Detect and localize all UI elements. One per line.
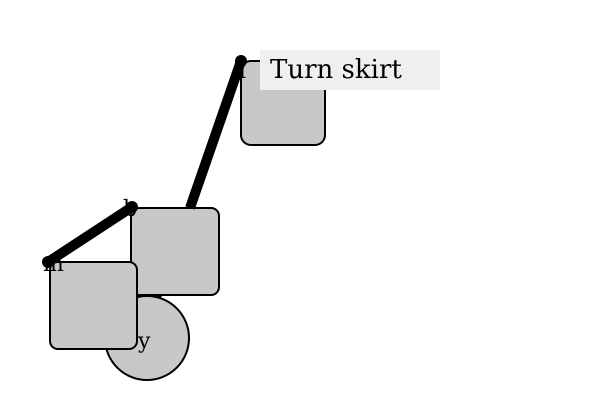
tooltip-background <box>260 50 440 90</box>
tooltip: Turn skirt <box>260 50 440 90</box>
joint-left <box>42 256 54 268</box>
node-middle[interactable] <box>130 207 220 296</box>
tooltip-text: Turn skirt <box>270 55 402 85</box>
label-middle: b <box>123 197 137 222</box>
joint-middle <box>126 201 138 213</box>
node-left[interactable] <box>49 261 138 350</box>
label-circle: y <box>137 329 151 354</box>
link-top-middle <box>185 59 246 210</box>
label-left: m <box>43 252 64 277</box>
link-middle-left <box>45 202 135 267</box>
label-top: I <box>238 59 247 84</box>
joint-top <box>235 55 247 67</box>
